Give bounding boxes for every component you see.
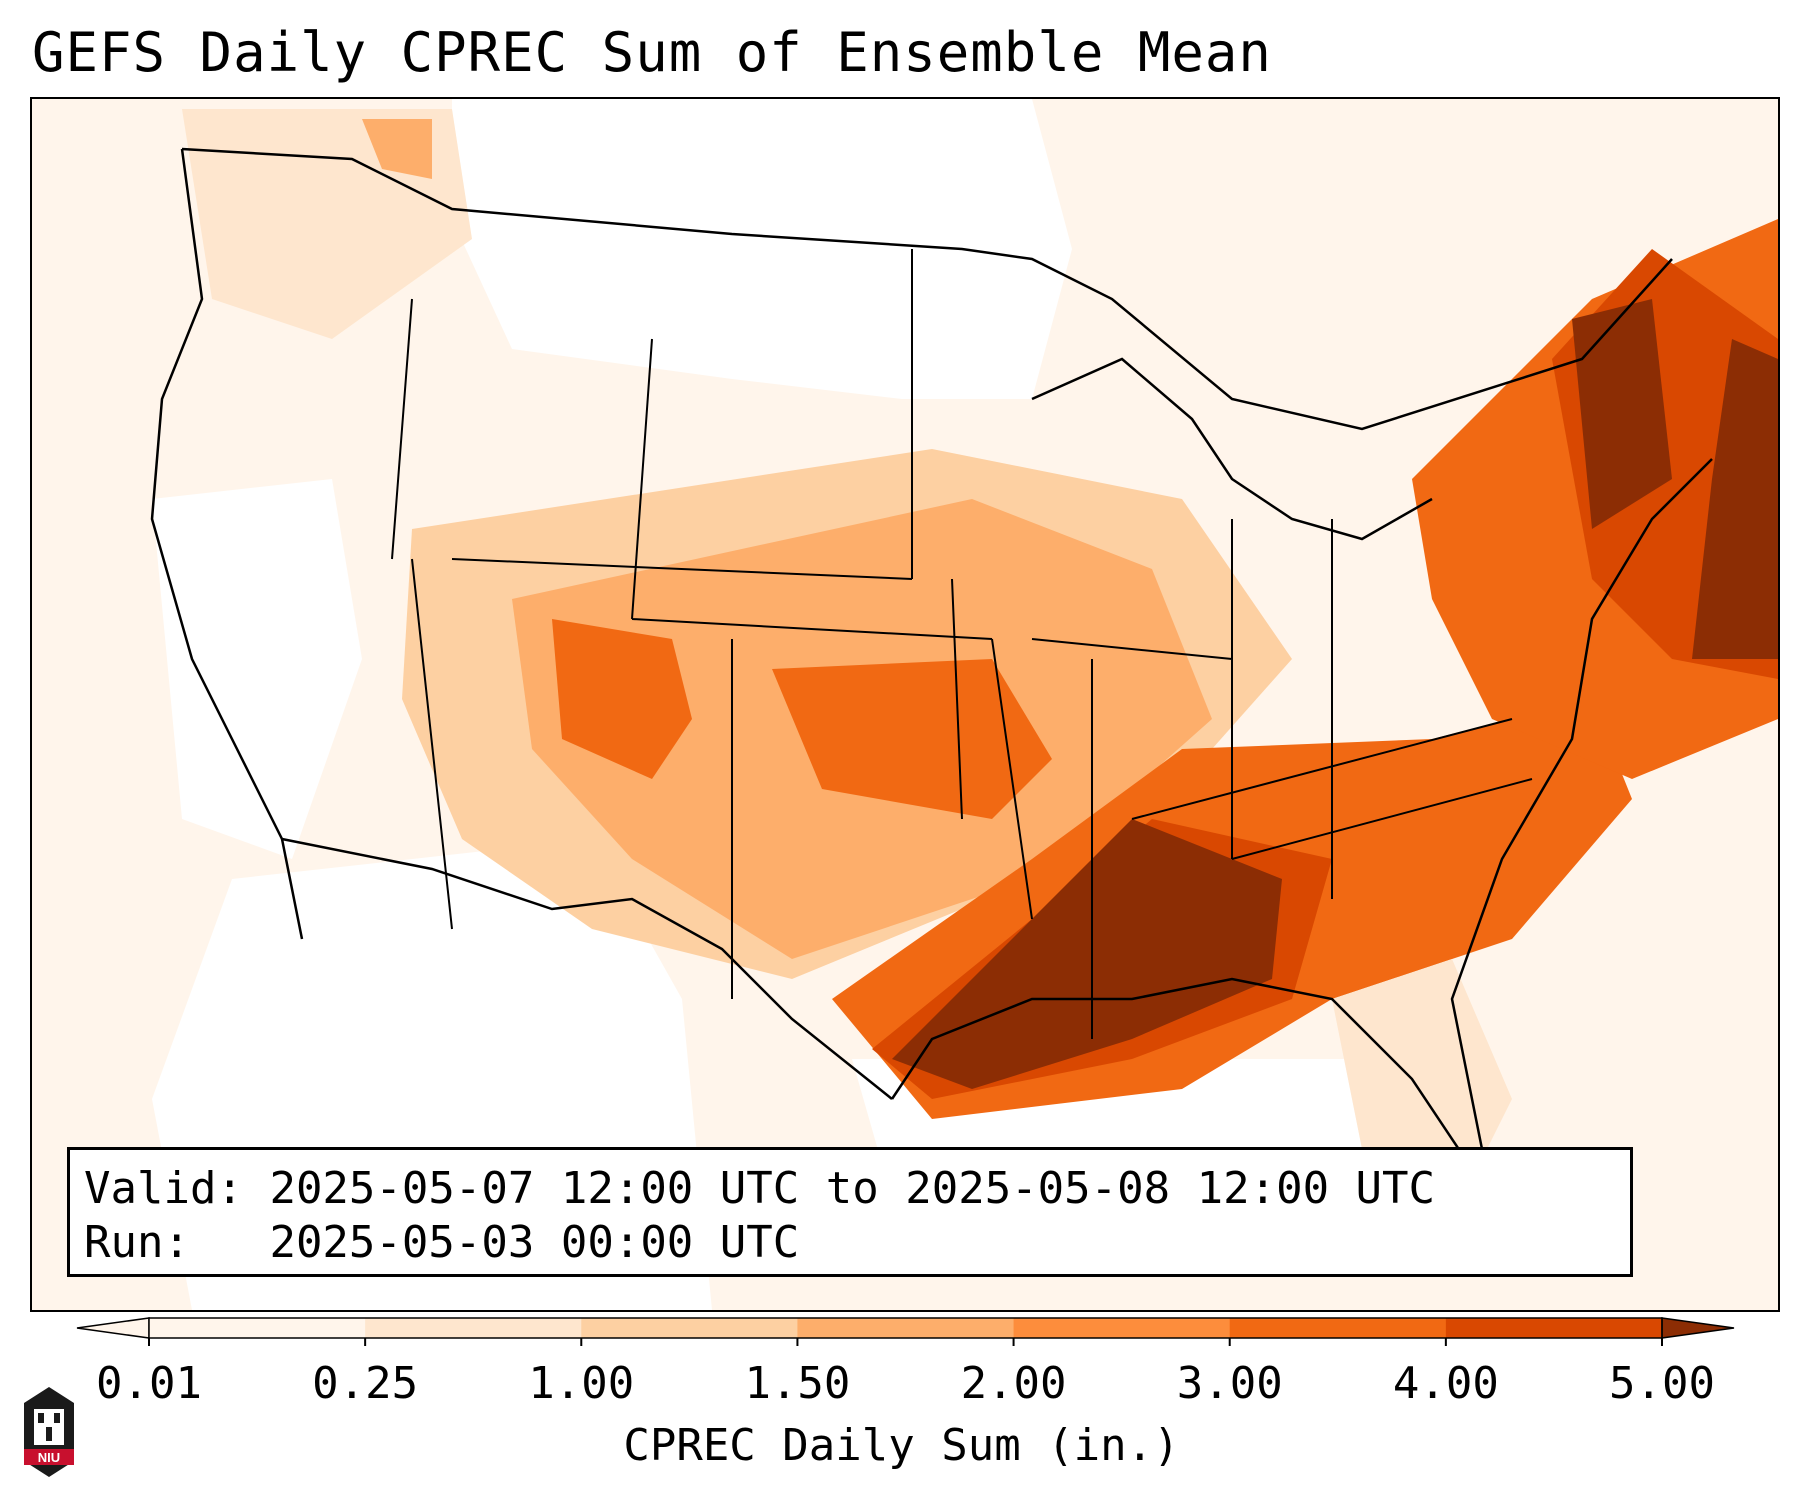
colorbar-tick-label: 3.00 bbox=[1177, 1358, 1283, 1409]
precip-heavy-colorado bbox=[552, 619, 692, 779]
gulf-coast bbox=[890, 977, 1494, 1200]
niu-logo: NIU bbox=[24, 1387, 74, 1477]
precip-extreme-atlantic bbox=[1692, 339, 1778, 659]
us-canada-border bbox=[181, 147, 1673, 431]
run-label: Run: bbox=[84, 1217, 190, 1268]
colorbar-ticks: 0.01 0.25 1.00 1.50 2.00 3.00 4.00 5.00 bbox=[96, 1338, 1715, 1409]
precip-moderate-bc bbox=[362, 119, 432, 179]
colorbar-tick-label: 2.00 bbox=[961, 1358, 1067, 1409]
great-lakes bbox=[1031, 357, 1433, 541]
state-and-coast-borders bbox=[150, 147, 1713, 1200]
colorbar-segment bbox=[365, 1318, 582, 1338]
run-time: 2025-05-03 00:00 UTC bbox=[269, 1217, 800, 1268]
colorbar: 0.01 0.25 1.00 1.50 2.00 3.00 4.00 5.00 bbox=[76, 1317, 1735, 1409]
logo-text: NIU bbox=[38, 1450, 60, 1465]
colorbar-extend-low bbox=[76, 1317, 150, 1339]
colorbar-segment bbox=[797, 1318, 1015, 1338]
colorbar-segment bbox=[581, 1318, 798, 1338]
east-coast bbox=[1450, 458, 1713, 1200]
colorbar-extend-high bbox=[1661, 1317, 1735, 1339]
precip-heavy-kansas bbox=[772, 659, 1052, 819]
precip-none-west bbox=[152, 479, 362, 859]
interior-state-lines bbox=[391, 249, 1533, 1039]
colorbar-tick-label: 5.00 bbox=[1609, 1358, 1715, 1409]
colorbar-label: CPREC Daily Sum (in.) bbox=[623, 1420, 1180, 1471]
colorbar-tick-label: 1.50 bbox=[744, 1358, 850, 1409]
southern-border bbox=[281, 837, 893, 1100]
colorbar-segment bbox=[1445, 1318, 1663, 1338]
colorbar-tick-label: 0.01 bbox=[96, 1358, 202, 1409]
precipitation-map bbox=[32, 99, 1778, 1310]
colorbar-segments bbox=[76, 1317, 1735, 1339]
colorbar-segment bbox=[1229, 1318, 1447, 1338]
valid-label: Valid: bbox=[84, 1163, 243, 1214]
colorbar-outline bbox=[148, 1317, 1663, 1339]
colorbar-segment bbox=[1013, 1318, 1231, 1338]
precip-none-canada bbox=[452, 99, 1072, 399]
precipitation-field bbox=[32, 99, 1778, 1310]
colorbar-segment bbox=[149, 1318, 366, 1338]
west-coast-outline bbox=[150, 148, 304, 940]
map-title: GEFS Daily CPREC Sum of Ensemble Mean bbox=[32, 21, 1272, 84]
colorbar-tick-label: 1.00 bbox=[528, 1358, 634, 1409]
precip-extreme-gulf-coast bbox=[892, 819, 1282, 1089]
valid-time-range: 2025-05-07 12:00 UTC to 2025-05-08 12:00… bbox=[269, 1163, 1436, 1214]
colorbar-tick-label: 0.25 bbox=[312, 1358, 418, 1409]
info-box: Valid: 2025-05-07 12:00 UTC to 2025-05-0… bbox=[67, 1147, 1633, 1277]
map-panel bbox=[30, 97, 1780, 1312]
precip-extreme-new-england bbox=[1572, 299, 1672, 529]
colorbar-tick-label: 4.00 bbox=[1393, 1358, 1499, 1409]
